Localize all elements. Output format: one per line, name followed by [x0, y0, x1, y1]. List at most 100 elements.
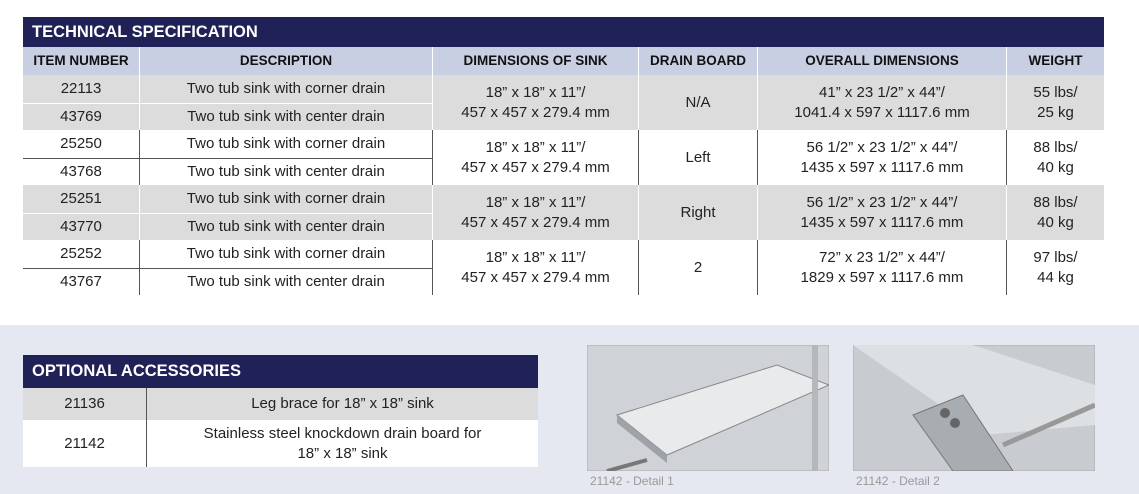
cell-text: ITEM NUMBER — [33, 53, 129, 68]
cell-text: 1435 x 597 x 1117.6 mm — [800, 158, 964, 176]
table-cell: 97 lbs/44 kg — [1006, 240, 1104, 295]
table-cell: 18” x 18” x 11”/ 457 x 457 x 279.4 mm — [432, 240, 638, 295]
cell-text: Two tub sink with center drain — [187, 272, 385, 290]
table-cell: 43767 — [23, 267, 139, 296]
cell-text: 25 kg — [1037, 103, 1074, 121]
section-title: OPTIONAL ACCESSORIES — [23, 355, 538, 388]
table-cell: 2 — [638, 240, 757, 295]
table-cell: 72” x 23 1/2” x 44”/ 1829 x 597 x 1117.6 … — [757, 240, 1006, 295]
cell-text: 18” x 18” x 11”/ — [485, 138, 586, 156]
table-cell: 25252 — [23, 240, 139, 268]
column-header: DIMENSIONS OF SINK — [432, 47, 638, 75]
cell-text: DESCRIPTION — [239, 53, 333, 68]
table-cell: 41” x 23 1/2” x 44”/ 1041.4 x 597 x 1117.… — [757, 75, 1006, 130]
table-cell: Right — [638, 185, 757, 240]
table-cell: Two tub sink with corner drain — [139, 130, 432, 158]
cell-text: 18” x 18” sink — [297, 444, 388, 462]
cell-text: OVERALL DIMENSIONS — [805, 53, 959, 68]
table-cell: 21142 — [23, 420, 146, 467]
cell-text: Two tub sink with corner drain — [186, 79, 386, 97]
cell-text: 18” x 18” x 11”/ — [485, 248, 586, 266]
cell-text: 457 x 457 x 279.4 mm — [461, 213, 610, 231]
cell-text: 41” x 23 1/2” x 44”/ — [819, 83, 945, 101]
cell-text: Two tub sink with center drain — [187, 107, 385, 125]
cell-text: 25251 — [60, 189, 102, 207]
cell-text: N/A — [685, 93, 711, 111]
table-cell: 43768 — [23, 157, 139, 186]
table-cell: 21136 — [23, 388, 146, 420]
cell-text: 457 x 457 x 279.4 mm — [461, 103, 610, 121]
cell-text: 21136 — [64, 395, 105, 412]
cell-text: DRAIN BOARD — [650, 53, 746, 68]
cell-text: 457 x 457 x 279.4 mm — [461, 158, 610, 176]
product-image — [853, 345, 1095, 471]
cell-text: 2 — [693, 258, 703, 276]
table-cell: 43769 — [23, 102, 139, 131]
cell-text: Two tub sink with center drain — [187, 217, 385, 235]
column-header: OVERALL DIMENSIONS — [757, 47, 1006, 75]
cell-text: DIMENSIONS OF SINK — [463, 53, 608, 68]
table-cell: N/A — [638, 75, 757, 130]
cell-text: 72” x 23 1/2” x 44”/ — [819, 248, 945, 266]
table-cell: 18” x 18” x 11”/ 457 x 457 x 279.4 mm — [432, 130, 638, 185]
table-cell: Two tub sink with corner drain — [139, 185, 432, 213]
cell-text: 43767 — [60, 272, 102, 290]
cell-text: 1041.4 x 597 x 1117.6 mm — [794, 103, 970, 121]
cell-text: 88 lbs/ — [1033, 138, 1078, 156]
product-image — [587, 345, 829, 471]
cell-text: Two tub sink with corner drain — [186, 134, 386, 152]
column-header: DESCRIPTION — [139, 47, 432, 75]
cell-text: 25252 — [60, 244, 102, 262]
cell-text: Stainless steel knockdown drain board fo… — [203, 424, 482, 442]
cell-text: 88 lbs/ — [1033, 193, 1078, 211]
table-cell: Two tub sink with corner drain — [139, 75, 432, 103]
table-cell: Two tub sink with center drain — [139, 102, 432, 130]
table-cell: Leg brace for 18” x 18” sink — [146, 388, 538, 420]
table-cell: 55 lbs/25 kg — [1006, 75, 1104, 130]
cell-text: WEIGHT — [1028, 53, 1083, 68]
cell-text: 56 1/2” x 23 1/2” x 44”/ — [806, 193, 958, 211]
cell-text: 25250 — [60, 134, 102, 152]
table-cell: Stainless steel knockdown drain board fo… — [146, 420, 538, 467]
cell-text: 22113 — [60, 79, 102, 97]
table-cell: 43770 — [23, 212, 139, 241]
table-cell: Left — [638, 130, 757, 185]
table-cell: 22113 — [23, 75, 139, 103]
table-cell: 18” x 18” x 11”/ 457 x 457 x 279.4 mm — [432, 75, 638, 130]
cell-text: 40 kg — [1037, 213, 1074, 231]
cell-text: 21142 — [64, 434, 105, 452]
cell-text: 97 lbs/ — [1033, 248, 1078, 266]
cell-text: Left — [685, 148, 711, 166]
table-cell: 56 1/2” x 23 1/2” x 44”/ 1435 x 597 x 111… — [757, 185, 1006, 240]
cell-text: 56 1/2” x 23 1/2” x 44”/ — [806, 138, 958, 156]
column-header: ITEM NUMBER — [23, 47, 139, 75]
cell-text: 44 kg — [1037, 268, 1074, 286]
cell-text: 43770 — [60, 217, 102, 235]
cell-text: 55 lbs/ — [1033, 83, 1078, 101]
table-cell: 88 lbs/40 kg — [1006, 130, 1104, 185]
cell-text: 40 kg — [1037, 158, 1074, 176]
section-title: TECHNICAL SPECIFICATION — [23, 17, 1104, 47]
table-cell: 18” x 18” x 11”/ 457 x 457 x 279.4 mm — [432, 185, 638, 240]
cell-text: 1435 x 597 x 1117.6 mm — [800, 213, 964, 231]
cell-text: 457 x 457 x 279.4 mm — [461, 268, 610, 286]
table-cell: 25250 — [23, 130, 139, 158]
cell-text: Two tub sink with corner drain — [186, 189, 386, 207]
cell-text: 43769 — [60, 107, 102, 125]
table-cell: 25251 — [23, 185, 139, 213]
image-caption: 21142 - Detail 1 — [590, 474, 674, 488]
cell-text: 18” x 18” x 11”/ — [485, 83, 586, 101]
cell-text: 18” x 18” x 11”/ — [485, 193, 586, 211]
column-header: DRAIN BOARD — [638, 47, 757, 75]
cell-text: 1829 x 597 x 1117.6 mm — [800, 268, 964, 286]
image-caption: 21142 - Detail 2 — [856, 474, 940, 488]
table-cell: Two tub sink with center drain — [139, 267, 432, 295]
cell-text: Two tub sink with corner drain — [186, 244, 386, 262]
table-cell: Two tub sink with center drain — [139, 157, 432, 185]
table-cell: 56 1/2” x 23 1/2” x 44”/ 1435 x 597 x 111… — [757, 130, 1006, 185]
cell-text: Right — [680, 203, 716, 221]
table-cell: Two tub sink with center drain — [139, 212, 432, 240]
table-cell: Two tub sink with corner drain — [139, 240, 432, 268]
column-header: WEIGHT — [1006, 47, 1104, 75]
